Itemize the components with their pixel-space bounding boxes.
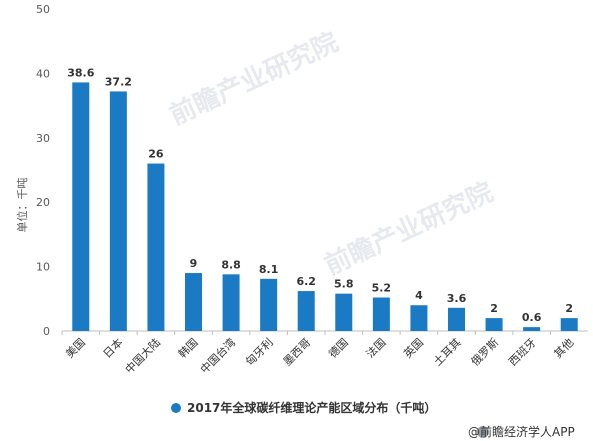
bar [72, 82, 90, 331]
data-label: 8.1 [259, 263, 279, 276]
watermark-text: 前瞻产业研究院 [165, 26, 343, 131]
y-tick-label: 10 [36, 261, 50, 274]
x-tick-label: 其他 [552, 336, 577, 361]
x-tick-label: 中国大陆 [122, 335, 163, 376]
x-tick-label: 中国台湾 [197, 335, 238, 376]
legend: 2017年全球碳纤维理论产能区域分布（千吨） [171, 400, 436, 415]
x-tick-label: 韩国 [175, 335, 200, 360]
data-label: 0.6 [522, 311, 542, 324]
data-label: 4 [415, 289, 423, 302]
x-tick-label: 墨西哥 [281, 336, 314, 369]
y-tick-label: 50 [36, 3, 50, 16]
x-tick-label: 日本 [100, 335, 125, 360]
x-tick-label: 英国 [401, 335, 426, 360]
x-tick-label: 俄罗斯 [469, 336, 502, 369]
x-tick-label: 美国 [63, 336, 88, 361]
bar [410, 305, 428, 331]
bar [185, 273, 202, 331]
legend-swatch [171, 403, 181, 413]
bar [560, 318, 578, 331]
y-tick-label: 20 [36, 196, 50, 209]
data-label: 37.2 [105, 75, 132, 88]
bar [222, 274, 240, 331]
x-tick-label: 匈牙利 [243, 335, 276, 368]
data-label: 2 [565, 302, 573, 315]
x-tick-label: 德国 [325, 335, 350, 360]
x-tick-label: 法国 [363, 335, 388, 360]
bar [485, 318, 503, 331]
data-label: 6.2 [296, 275, 316, 288]
bar [260, 278, 278, 331]
data-label: 26 [148, 148, 164, 161]
data-label: 38.6 [67, 66, 94, 79]
y-tick-label: 40 [36, 67, 50, 80]
y-axis: 0 10 20 30 40 50 [36, 3, 50, 338]
y-tick-label: 30 [36, 132, 50, 145]
bar [335, 293, 353, 331]
bar [109, 91, 127, 331]
legend-label: 2017年全球碳纤维理论产能区域分布（千吨） [187, 400, 436, 415]
bar [297, 291, 315, 331]
y-tick-label: 0 [43, 325, 50, 338]
credit-icon [477, 426, 489, 438]
data-label: 9 [190, 257, 198, 270]
data-label: 3.6 [447, 292, 467, 305]
credit: @前瞻经济学人APP [468, 424, 575, 439]
x-tick-label: 土耳其 [431, 336, 464, 369]
data-label: 2 [490, 302, 498, 315]
data-label: 8.8 [221, 258, 241, 271]
watermark-text: 前瞻产业研究院 [320, 176, 498, 281]
data-labels: 38.6 37.2 26 9 8.8 8.1 6.2 5.8 5.2 4 3.6 2 0.6 2 [67, 66, 573, 324]
bar [523, 327, 541, 331]
bars [72, 82, 578, 331]
y-axis-label: 单位：千吨 [15, 178, 29, 233]
credit-text: @前瞻经济学人APP [468, 424, 575, 439]
bar [372, 297, 390, 331]
bar [448, 307, 465, 331]
watermark: 前瞻产业研究院 前瞻产业研究院 [165, 26, 498, 281]
bar [147, 163, 165, 331]
x-tick-label: 西班牙 [506, 336, 539, 369]
data-label: 5.2 [372, 282, 392, 295]
data-label: 5.8 [334, 278, 354, 291]
